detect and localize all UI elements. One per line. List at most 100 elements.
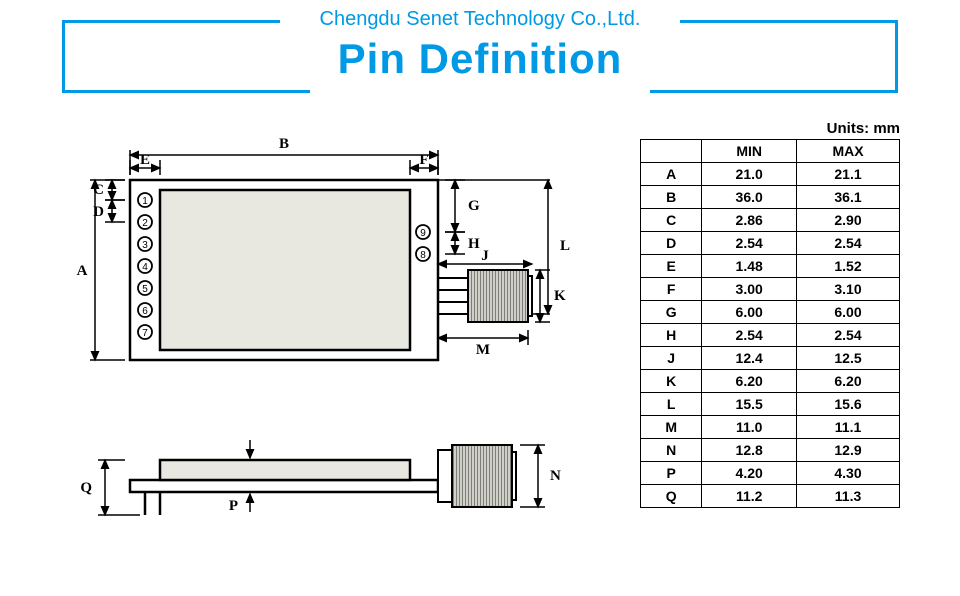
table-cell: N: [641, 439, 702, 462]
svg-text:K: K: [554, 288, 566, 304]
svg-text:G: G: [468, 198, 480, 214]
dimensions-table: MINMAX A21.021.1B36.036.1C2.862.90D2.542…: [640, 139, 900, 508]
table-row: J12.412.5: [641, 347, 900, 370]
table-cell: F: [641, 278, 702, 301]
table-cell: Q: [641, 485, 702, 508]
table-row: L15.515.6: [641, 393, 900, 416]
decor-line: [62, 20, 280, 23]
svg-text:6: 6: [142, 306, 148, 317]
table-cell: 2.86: [702, 209, 797, 232]
mechanical-diagram: 1 2 3 4 5 6 7 9 8: [60, 120, 600, 560]
table-cell: B: [641, 186, 702, 209]
table-row: H2.542.54: [641, 324, 900, 347]
table-cell: D: [641, 232, 702, 255]
table-row: A21.021.1: [641, 163, 900, 186]
svg-text:F: F: [419, 152, 428, 168]
table-cell: 11.2: [702, 485, 797, 508]
svg-text:P: P: [229, 498, 238, 514]
table-row: C2.862.90: [641, 209, 900, 232]
table-row: Q11.211.3: [641, 485, 900, 508]
table-row: P4.204.30: [641, 462, 900, 485]
table-cell: 1.52: [797, 255, 900, 278]
svg-text:Q: Q: [80, 480, 92, 496]
svg-text:2: 2: [142, 218, 148, 229]
svg-text:E: E: [140, 152, 150, 168]
svg-text:C: C: [93, 182, 104, 198]
svg-text:L: L: [560, 238, 570, 254]
table-cell: 12.8: [702, 439, 797, 462]
table-cell: A: [641, 163, 702, 186]
table-cell: M: [641, 416, 702, 439]
table-cell: 21.0: [702, 163, 797, 186]
table-cell: 6.20: [797, 370, 900, 393]
decor-line: [62, 90, 310, 93]
company-name: Chengdu Senet Technology Co.,Ltd.: [0, 0, 960, 31]
table-header: MIN: [702, 140, 797, 163]
svg-text:8: 8: [420, 250, 426, 261]
svg-text:N: N: [550, 468, 561, 484]
table-row: B36.036.1: [641, 186, 900, 209]
svg-text:7: 7: [142, 328, 148, 339]
table-cell: 4.20: [702, 462, 797, 485]
table-cell: 12.4: [702, 347, 797, 370]
table-cell: 12.9: [797, 439, 900, 462]
table-row: F3.003.10: [641, 278, 900, 301]
svg-text:J: J: [481, 248, 489, 264]
table-header: MAX: [797, 140, 900, 163]
table-row: K6.206.20: [641, 370, 900, 393]
table-cell: 2.54: [702, 232, 797, 255]
dimensions-table-wrap: Units: mm MINMAX A21.021.1B36.036.1C2.86…: [640, 120, 900, 560]
top-view: 1 2 3 4 5 6 7 9 8: [77, 136, 570, 360]
table-cell: 15.5: [702, 393, 797, 416]
table-cell: 36.0: [702, 186, 797, 209]
table-cell: L: [641, 393, 702, 416]
units-label: Units: mm: [640, 120, 900, 137]
svg-text:1: 1: [142, 196, 148, 207]
table-row: D2.542.54: [641, 232, 900, 255]
table-cell: J: [641, 347, 702, 370]
svg-text:H: H: [468, 236, 480, 252]
table-cell: 3.00: [702, 278, 797, 301]
table-row: N12.812.9: [641, 439, 900, 462]
table-cell: 6.00: [702, 301, 797, 324]
side-view: Q P N: [80, 440, 561, 515]
page-title: Pin Definition: [0, 35, 960, 83]
antenna-connector: [438, 270, 532, 322]
table-cell: 11.3: [797, 485, 900, 508]
table-cell: P: [641, 462, 702, 485]
table-cell: 1.48: [702, 255, 797, 278]
svg-text:M: M: [476, 342, 490, 358]
svg-text:B: B: [279, 136, 289, 152]
table-row: G6.006.00: [641, 301, 900, 324]
table-row: M11.011.1: [641, 416, 900, 439]
decor-line: [680, 20, 898, 23]
table-cell: 36.1: [797, 186, 900, 209]
svg-text:9: 9: [420, 228, 426, 239]
svg-text:4: 4: [142, 262, 148, 273]
decor-line: [895, 20, 898, 92]
svg-text:A: A: [77, 263, 88, 279]
table-cell: G: [641, 301, 702, 324]
table-header: [641, 140, 702, 163]
table-cell: 15.6: [797, 393, 900, 416]
table-cell: 21.1: [797, 163, 900, 186]
table-cell: 11.0: [702, 416, 797, 439]
table-cell: 4.30: [797, 462, 900, 485]
table-cell: 6.20: [702, 370, 797, 393]
table-cell: 12.5: [797, 347, 900, 370]
svg-text:D: D: [93, 204, 104, 220]
table-cell: 2.90: [797, 209, 900, 232]
table-cell: 6.00: [797, 301, 900, 324]
decor-line: [62, 20, 65, 92]
svg-text:5: 5: [142, 284, 148, 295]
svg-text:3: 3: [142, 240, 148, 251]
table-cell: 2.54: [797, 232, 900, 255]
table-cell: 2.54: [702, 324, 797, 347]
table-cell: C: [641, 209, 702, 232]
header: Chengdu Senet Technology Co.,Ltd. Pin De…: [0, 0, 960, 120]
table-cell: 11.1: [797, 416, 900, 439]
table-cell: 3.10: [797, 278, 900, 301]
table-row: E1.481.52: [641, 255, 900, 278]
table-cell: K: [641, 370, 702, 393]
table-cell: 2.54: [797, 324, 900, 347]
